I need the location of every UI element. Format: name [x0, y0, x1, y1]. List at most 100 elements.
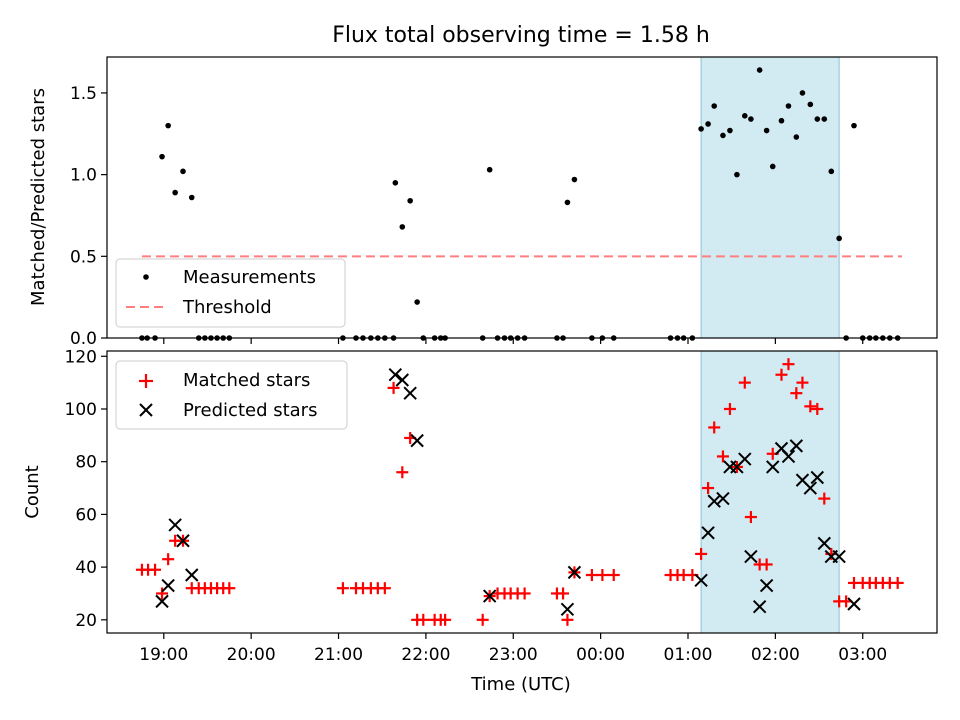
legend-matched-marker	[139, 374, 153, 388]
measurement-point	[799, 90, 806, 96]
matched-star-marker	[790, 387, 803, 400]
bottom-y-tick-label: 40	[75, 558, 97, 578]
measurement-point	[564, 199, 571, 206]
legend-threshold-label: Threshold	[182, 297, 272, 318]
x-tick-label: 22:00	[401, 645, 450, 665]
predicted-star-stroke-b	[168, 518, 182, 532]
matched-star-marker	[336, 582, 349, 595]
measurement-point	[399, 224, 406, 230]
predicted-star-stroke-b	[567, 565, 582, 580]
measurement-point	[807, 101, 814, 108]
x-axis-label: Time (UTC)	[470, 674, 571, 695]
bottom-x-axis-ticks: 19:00 20:00 21:00 22:00 23:00 00:00 01:00 02:00…	[139, 633, 887, 665]
predicted-star-marker	[155, 594, 169, 609]
bottom-y-axis-ticks: 20 40 60 80 100 120	[65, 347, 107, 631]
matched-star-marker	[796, 376, 809, 389]
matched-star-marker	[387, 381, 400, 394]
bottom-legend-box	[115, 360, 348, 430]
bottom-plot-frame	[106, 350, 938, 634]
predicted-star-stroke-b	[774, 441, 789, 456]
predicted-star-stroke-b	[185, 568, 199, 582]
predicted-star-stroke-b	[817, 536, 832, 551]
predicted-star-stroke-b	[701, 526, 715, 540]
top-plot-frame	[106, 56, 938, 339]
bottom-y-axis-label: Count	[22, 465, 43, 518]
predicted-star-stroke-b	[176, 534, 190, 548]
measurement-point	[188, 194, 195, 201]
measurement-point	[407, 197, 413, 204]
predicted-star-marker	[766, 460, 780, 474]
matched-star-marker	[607, 569, 620, 582]
matched-star-marker	[596, 569, 609, 582]
top-y-axis-ticks: 0.0 0.5 1.0 1.5	[70, 84, 107, 349]
predicted-star-marker	[168, 518, 182, 532]
matched-star-marker	[891, 576, 904, 589]
predicted-star-stroke-b	[766, 460, 780, 474]
predicted-star-stroke-b	[694, 573, 708, 587]
matched-star-marker	[695, 547, 708, 560]
bottom-y-tick-label: 100	[65, 400, 97, 420]
predicted-star-marker	[482, 589, 497, 603]
matched-star-marker	[378, 582, 391, 595]
top-y-tick-label: 0.0	[70, 329, 97, 349]
top-x-axis-ticks	[163, 338, 864, 344]
predicted-star-stroke-b	[410, 433, 424, 448]
matched-star-marker	[149, 563, 162, 576]
top-y-tick-label: 0.5	[70, 247, 97, 267]
predicted-star-stroke-b	[716, 491, 730, 506]
matched-star-marker	[476, 613, 489, 626]
bottom-y-tick-label: 20	[75, 611, 97, 631]
measurement-point	[720, 132, 726, 139]
matched-star-marker	[811, 402, 824, 415]
measurement-point	[180, 168, 186, 175]
x-tick-label: 21:00	[314, 645, 363, 665]
predicted-star-marker	[847, 597, 861, 611]
predicted-stars-points	[155, 368, 861, 616]
chart-title: Flux total observing time = 1.58 h	[332, 23, 710, 48]
legend-matched-label: Matched stars	[183, 370, 310, 391]
predicted-star-stroke-b	[403, 386, 417, 400]
measurement-point	[571, 176, 578, 183]
predicted-star-marker	[395, 373, 410, 387]
predicted-star-marker	[752, 599, 767, 614]
predicted-star-stroke-b	[847, 597, 861, 611]
x-tick-label: 03:00	[838, 645, 887, 665]
x-tick-label: 19:00	[139, 645, 188, 665]
predicted-star-marker	[567, 565, 582, 580]
predicted-star-stroke-b	[155, 594, 169, 609]
predicted-star-stroke-b	[707, 494, 721, 508]
predicted-star-stroke-b	[789, 439, 804, 453]
matched-star-marker	[585, 569, 598, 582]
measurement-point	[785, 103, 792, 109]
measurement-point	[741, 113, 748, 119]
predicted-star-stroke-b	[388, 368, 403, 382]
predicted-star-stroke-b	[781, 449, 796, 464]
legend-measurements-label: Measurements	[183, 267, 316, 288]
measurement-point	[778, 117, 785, 124]
top-y-tick-label: 1.5	[70, 84, 97, 104]
bottom-panel: 20 40 60 80 100 120 19:00 20:00 21:00 22:00 23:00…	[22, 347, 938, 695]
measurement-point	[172, 189, 178, 196]
measurement-point	[793, 134, 800, 140]
top-highlight-band	[700, 56, 840, 339]
predicted-star-marker	[803, 481, 818, 495]
measurement-point	[769, 163, 776, 170]
measurement-point	[165, 122, 171, 129]
predicted-star-marker	[781, 449, 796, 464]
measurement-point	[821, 116, 828, 122]
matched-star-marker	[396, 466, 409, 479]
predicted-star-marker	[388, 368, 403, 382]
predicted-star-marker	[789, 439, 804, 453]
top-y-tick-label: 1.0	[70, 166, 97, 186]
measurement-point	[392, 179, 399, 186]
measurement-point	[698, 126, 704, 132]
measurement-point	[486, 166, 493, 173]
matched-star-marker	[818, 492, 831, 505]
matched-star-marker	[738, 376, 751, 389]
measurement-point	[828, 168, 835, 175]
measurement-point	[159, 153, 165, 160]
matched-star-marker	[708, 421, 721, 434]
bottom-y-tick-label: 120	[65, 347, 97, 367]
legend-predicted-label: Predicted stars	[183, 400, 317, 421]
